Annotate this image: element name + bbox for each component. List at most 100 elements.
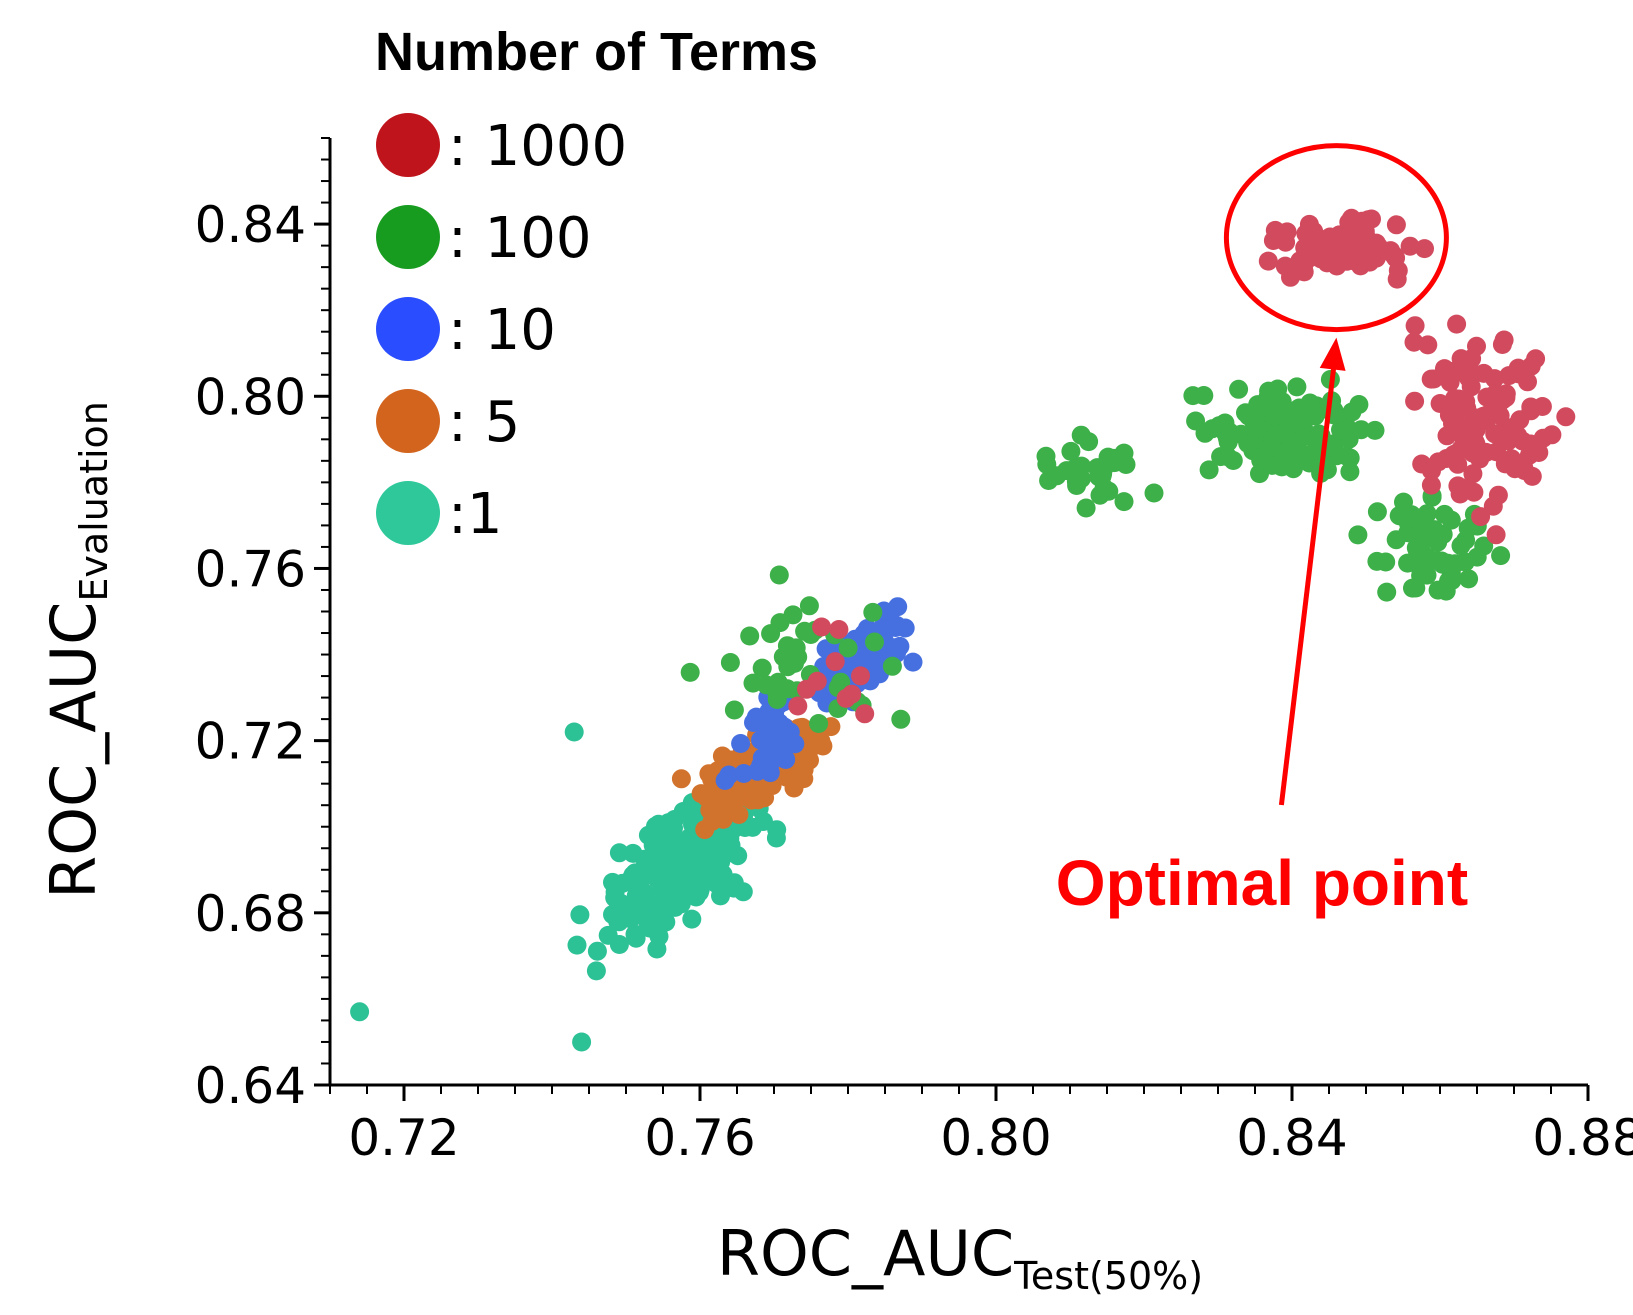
data-point-1 — [718, 840, 738, 860]
data-point-1 — [640, 918, 660, 938]
data-point-1000 — [1462, 349, 1482, 369]
data-point-100 — [743, 673, 763, 693]
data-point-100 — [1367, 551, 1387, 571]
data-point-1 — [671, 865, 691, 885]
data-point-100 — [1280, 441, 1300, 461]
data-point-1000 — [1485, 369, 1505, 389]
data-point-100 — [786, 638, 806, 658]
data-point-100 — [1441, 510, 1461, 530]
y-axis-title-main: ROC_AUC — [37, 602, 110, 899]
data-point-100 — [1061, 441, 1081, 461]
data-point-100 — [1303, 444, 1322, 464]
data-point-10 — [895, 618, 915, 638]
data-point-1000 — [1428, 452, 1448, 472]
y-tick-label: 0.68 — [195, 885, 306, 943]
optimal-point-annotation: Optimal point — [1056, 143, 1468, 919]
optimal-point-circle — [1223, 143, 1449, 333]
data-point-1000 — [1304, 221, 1324, 241]
data-point-1 — [609, 843, 629, 863]
x-tick-label: 0.72 — [348, 1109, 459, 1167]
y-tick-label: 0.76 — [195, 540, 306, 598]
data-point-1000 — [1366, 248, 1386, 268]
data-point-100 — [1280, 415, 1300, 435]
data-point-100 — [1079, 432, 1099, 452]
data-point-1000 — [1258, 251, 1278, 271]
data-point-1 — [688, 867, 708, 887]
x-axis-title-main: ROC_AUC — [717, 1217, 1014, 1290]
data-point-1000 — [1477, 387, 1497, 407]
data-point-10 — [715, 771, 735, 790]
y-tick-label: 0.72 — [195, 713, 306, 771]
data-point-1 — [626, 928, 646, 948]
data-point-100 — [1474, 536, 1494, 556]
data-point-1000 — [1508, 426, 1528, 446]
data-point-1000 — [1486, 525, 1506, 545]
data-point-1 — [702, 851, 722, 871]
data-point-100 — [1229, 379, 1249, 399]
data-point-10 — [752, 748, 772, 768]
data-point-100 — [1199, 460, 1219, 480]
data-point-1000 — [1456, 392, 1476, 412]
data-point-1 — [609, 935, 629, 954]
data-point-1000 — [1448, 476, 1468, 496]
data-point-100 — [1186, 411, 1206, 431]
legend-marker — [376, 389, 440, 453]
data-point-100 — [1337, 419, 1356, 439]
data-point-100 — [752, 658, 772, 678]
optimal-point-label: Optimal point — [1056, 847, 1468, 919]
data-point-100 — [740, 626, 760, 646]
data-point-1000 — [1556, 407, 1576, 427]
data-point-1000 — [1275, 256, 1295, 276]
data-point-100 — [1094, 478, 1114, 498]
data-point-1000 — [1294, 256, 1314, 276]
data-point-1000 — [1502, 449, 1522, 469]
data-point-1000 — [1421, 475, 1441, 495]
data-point-100 — [1144, 483, 1164, 503]
data-point-100 — [1428, 532, 1448, 552]
data-point-1 — [687, 846, 706, 866]
data-point-100 — [1367, 502, 1387, 522]
data-point-10 — [778, 732, 798, 752]
data-point-5 — [695, 820, 715, 840]
data-point-1 — [638, 862, 658, 882]
data-point-100 — [1351, 420, 1371, 440]
data-point-1 — [668, 850, 688, 870]
data-point-1 — [586, 961, 606, 981]
data-point-100 — [1076, 498, 1096, 518]
data-point-100 — [769, 565, 789, 585]
data-point-100 — [882, 656, 902, 676]
data-point-10 — [760, 763, 780, 783]
data-point-100 — [865, 632, 884, 652]
data-point-10 — [731, 734, 751, 753]
data-point-100 — [1263, 429, 1283, 449]
data-point-1000 — [1488, 485, 1508, 505]
x-tick-label: 0.84 — [1236, 1109, 1347, 1167]
data-point-1 — [682, 909, 702, 929]
data-point-1 — [754, 812, 773, 831]
data-point-1000 — [1311, 249, 1331, 269]
data-point-100 — [1268, 379, 1288, 399]
data-point-1000 — [1494, 330, 1514, 350]
data-point-1 — [587, 941, 607, 961]
data-point-100 — [761, 624, 781, 644]
data-point-1000 — [829, 620, 849, 639]
data-point-100 — [1183, 386, 1203, 406]
data-point-5 — [748, 790, 768, 810]
data-point-100 — [1406, 578, 1426, 598]
data-point-1000 — [1329, 227, 1349, 247]
data-point-100 — [1411, 561, 1431, 581]
series-1 — [350, 722, 787, 1052]
data-point-1 — [572, 1032, 592, 1052]
data-point-5 — [729, 805, 749, 824]
data-point-100 — [1451, 536, 1471, 556]
data-point-100 — [1067, 476, 1087, 495]
data-point-1000 — [1263, 231, 1283, 250]
data-point-1000 — [1400, 236, 1420, 256]
y-tick-label: 0.64 — [195, 1057, 306, 1115]
data-point-1000 — [788, 696, 808, 716]
y-axis-title-subscript: Evaluation — [72, 401, 116, 602]
data-point-1 — [662, 895, 682, 915]
data-point-1000 — [1533, 428, 1553, 448]
data-point-1 — [612, 873, 632, 893]
